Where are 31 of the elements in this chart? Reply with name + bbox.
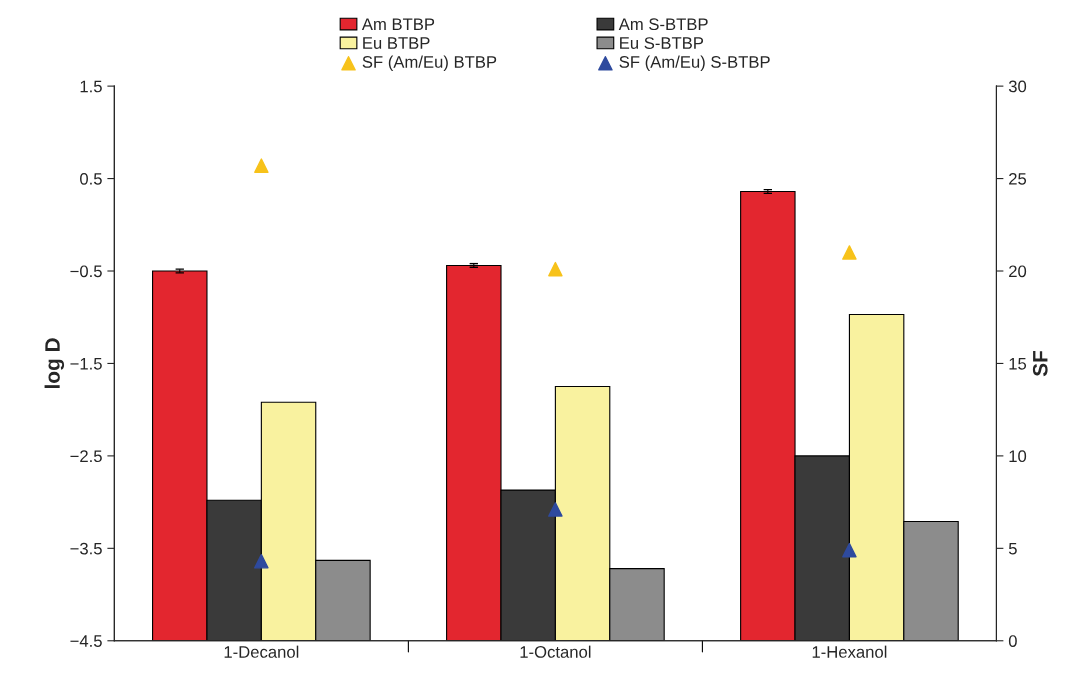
y2-tick-label: 25	[1009, 172, 1027, 185]
y2-tick-label: 0	[1008, 635, 1017, 647]
legend-label: SF (Am/Eu) BTBP	[362, 55, 497, 72]
legend-label: Am BTBP	[361, 18, 435, 30]
point	[254, 158, 269, 173]
y2-tick-label: 30	[1008, 80, 1027, 93]
point	[548, 502, 563, 517]
y2-tick-label: 5	[1008, 542, 1017, 555]
y-tick-label: −1.5	[70, 358, 102, 370]
legend-label: Eu S-BTBP	[620, 37, 704, 49]
point	[842, 245, 857, 260]
legend-label: SF (Am/Eu) S-BTBP	[619, 55, 770, 72]
x-tick-label: 1-Decanol	[224, 645, 299, 658]
y2-axis-title: SF	[1032, 350, 1048, 377]
y2-tick-label: 15	[1009, 358, 1027, 370]
y-tick-label: 1.5	[80, 80, 102, 93]
legend-label: Am S-BTBP	[618, 18, 708, 31]
legend-label: Eu BTBP	[363, 37, 430, 49]
y2-tick-label: 10	[1009, 450, 1027, 463]
y2-tick-label: 20	[1009, 265, 1027, 278]
y-tick-label: −2.5	[70, 450, 102, 463]
point	[842, 542, 857, 558]
point	[254, 553, 269, 569]
y-tick-label: −0.5	[70, 265, 102, 278]
x-tick-label: 1-Hexanol	[812, 645, 887, 658]
x-tick-label: 1-Octanol	[520, 645, 591, 658]
point	[548, 261, 563, 277]
y-tick-label: 0.5	[80, 172, 102, 185]
y-tick-label: −4.5	[70, 635, 102, 647]
y-tick-label: −3.5	[70, 542, 102, 555]
y-axis-title: log D	[44, 338, 65, 389]
